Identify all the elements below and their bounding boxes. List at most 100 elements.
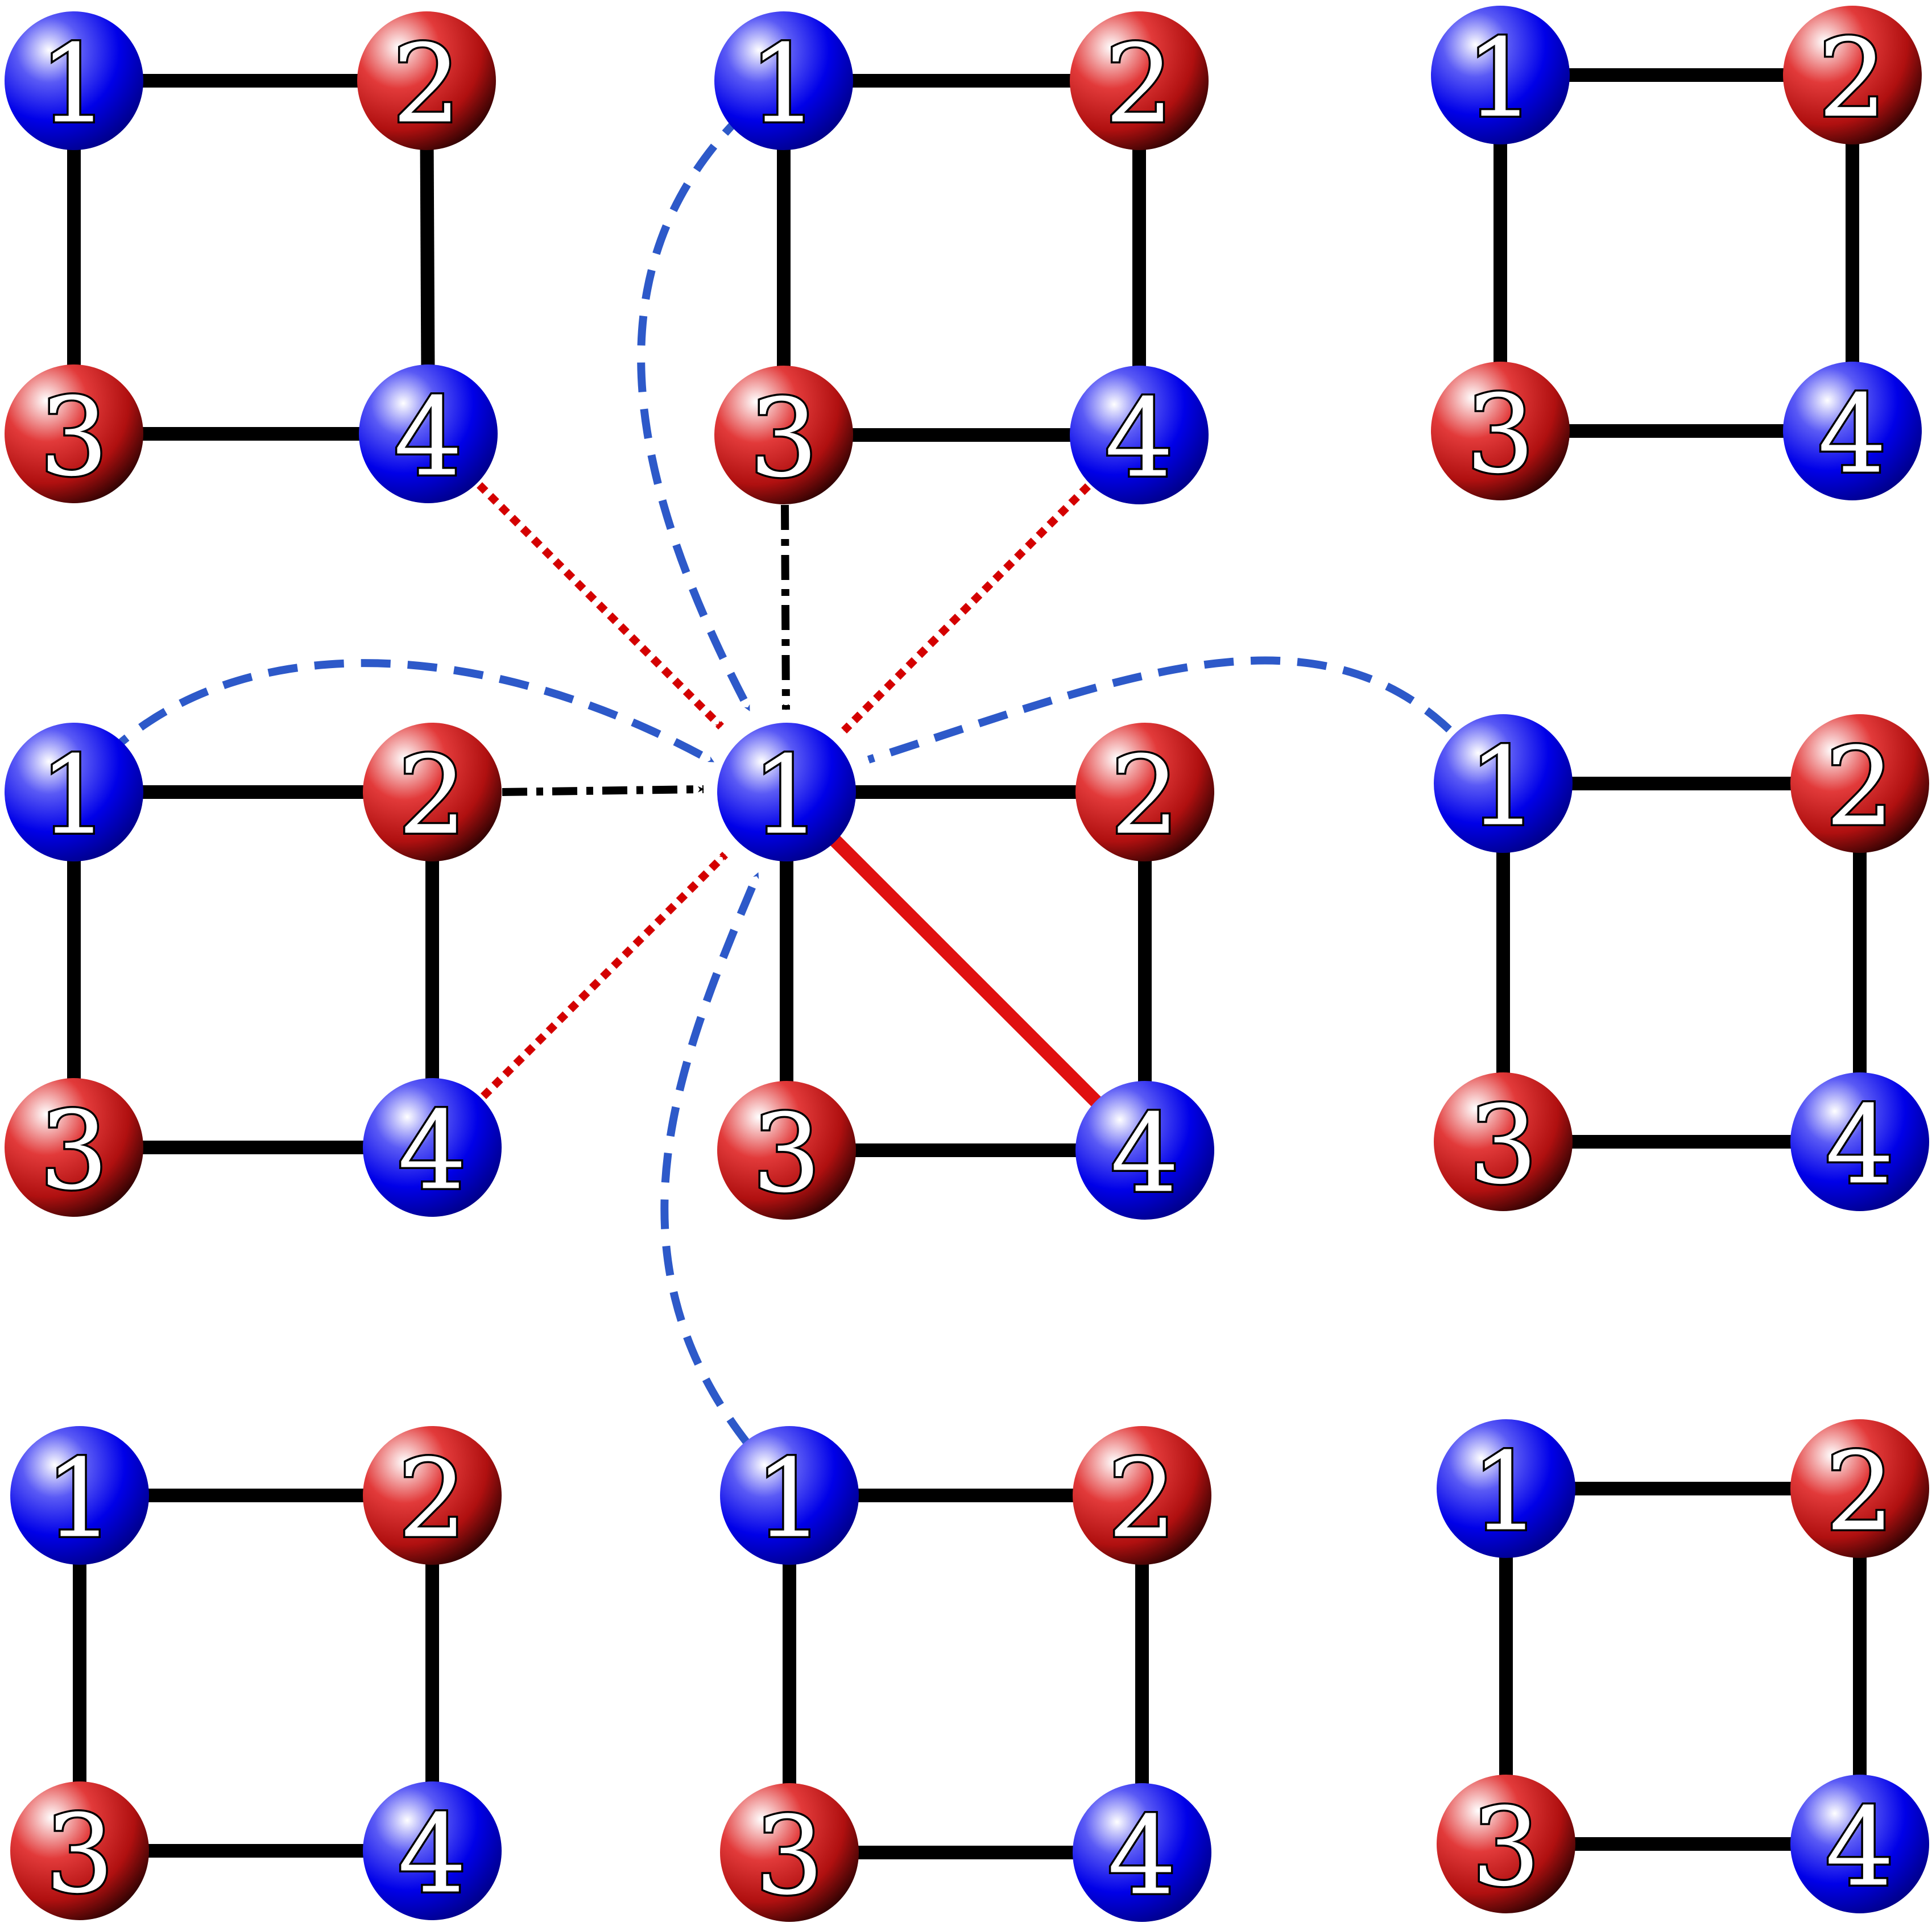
node-label: 2	[1111, 733, 1180, 859]
node-p00-2: 2	[357, 11, 496, 150]
node-sphere	[363, 1426, 502, 1565]
node-sphere	[1075, 723, 1214, 861]
highlight-link-p11-1-4	[781, 787, 1150, 1155]
node-label: 4	[398, 1088, 467, 1214]
node-label: 3	[45, 1792, 114, 1917]
node-label: 2	[1818, 16, 1887, 142]
node-label: 4	[394, 375, 463, 500]
node-sphere	[1790, 714, 1929, 853]
node-sphere	[5, 11, 143, 150]
node-p22-4: 4	[1790, 1775, 1929, 1913]
node-label: 4	[1826, 1083, 1894, 1208]
node-sphere	[1431, 6, 1570, 144]
node-p00-1: 1	[5, 11, 143, 150]
node-label: 3	[752, 1091, 821, 1217]
node-sphere	[1434, 714, 1573, 853]
node-p21-2: 2	[1073, 1426, 1211, 1565]
node-label: 2	[392, 22, 461, 147]
node-p20-1: 1	[10, 1426, 149, 1565]
coupling-arrow-p10-node4-to-p11-node1	[481, 852, 728, 1099]
intra-links-layer	[781, 787, 1150, 1155]
node-p10-4: 4	[363, 1078, 502, 1217]
node-sphere	[714, 11, 853, 150]
coupling-arrows-layer	[71, 77, 1452, 1446]
node-sphere	[5, 1078, 143, 1217]
node-p01-3: 3	[714, 366, 853, 504]
node-sphere	[1790, 1775, 1929, 1913]
node-p21-1: 1	[720, 1426, 859, 1565]
node-label: 4	[1826, 1785, 1894, 1911]
node-sphere	[720, 1426, 859, 1565]
nodes-layer: 1 2 3 4 1 2 3 4 1 2 3 4 1 2 3 4 1 2 3 4 1 2 3 4 1 2 3 4 1 2 3 4 1 2 3 4	[5, 6, 1929, 1922]
node-sphere	[1073, 1426, 1211, 1565]
node-label: 4	[1105, 376, 1174, 502]
node-p12-3: 3	[1434, 1072, 1573, 1211]
node-label: 1	[1472, 1429, 1541, 1555]
node-p20-4: 4	[363, 1781, 502, 1920]
node-label: 2	[1826, 724, 1894, 850]
node-sphere	[357, 11, 496, 150]
node-p02-2: 2	[1783, 6, 1922, 144]
node-p02-1: 1	[1431, 6, 1570, 144]
node-sphere	[1783, 362, 1922, 500]
node-sphere	[10, 1426, 149, 1565]
node-sphere	[10, 1781, 149, 1920]
node-p11-1: 1	[717, 723, 856, 861]
node-label: 1	[40, 22, 109, 147]
node-label: 4	[398, 1792, 467, 1917]
node-sphere	[1070, 366, 1209, 504]
node-sphere	[359, 364, 498, 503]
node-label: 3	[40, 375, 109, 500]
node-sphere	[5, 364, 143, 503]
node-p02-3: 3	[1431, 362, 1570, 500]
node-label: 2	[1105, 22, 1174, 147]
node-label: 3	[1469, 1083, 1538, 1208]
node-sphere	[714, 366, 853, 504]
node-label: 4	[1108, 1793, 1177, 1919]
node-label: 3	[1472, 1785, 1541, 1911]
node-p20-3: 3	[10, 1781, 149, 1920]
node-sphere	[1437, 1775, 1575, 1913]
coupling-arrow-p00-node4-to-p11-node1	[477, 482, 724, 730]
node-p01-1: 1	[714, 11, 853, 150]
node-p12-4: 4	[1790, 1072, 1929, 1211]
node-sphere	[5, 723, 143, 861]
node-label: 1	[1469, 724, 1538, 850]
node-label: 1	[45, 1436, 114, 1562]
node-p22-2: 2	[1790, 1419, 1929, 1558]
node-p11-4: 4	[1075, 1081, 1214, 1220]
node-label: 2	[398, 733, 467, 859]
node-sphere	[1070, 11, 1209, 150]
node-p21-3: 3	[720, 1783, 859, 1922]
node-sphere	[1783, 6, 1922, 144]
node-p22-3: 3	[1437, 1775, 1575, 1913]
coupling-arrow-p10-node2-to-p11-node1	[502, 785, 705, 796]
node-label: 2	[1826, 1429, 1894, 1555]
node-p11-2: 2	[1075, 723, 1214, 861]
node-sphere	[363, 1781, 502, 1920]
coupling-arrow-p01-node4-to-p11-node1	[841, 483, 1091, 733]
node-sphere	[1437, 1419, 1575, 1558]
node-label: 1	[752, 733, 821, 859]
node-p11-3: 3	[717, 1081, 856, 1220]
node-p00-4: 4	[359, 364, 498, 503]
node-label: 3	[40, 1088, 109, 1214]
node-sphere	[363, 1078, 502, 1217]
coupling-arrow-p01-node1-to-p11-node1	[637, 77, 783, 713]
node-sphere	[1073, 1783, 1211, 1922]
node-label: 4	[1111, 1091, 1180, 1217]
node-label: 3	[755, 1793, 824, 1919]
node-sphere	[363, 723, 502, 861]
node-sphere	[1431, 362, 1570, 500]
node-sphere	[1790, 1072, 1929, 1211]
node-label: 2	[1108, 1436, 1177, 1562]
node-label: 1	[1466, 16, 1535, 142]
coupling-arrow-p10-node1-to-p11-node1	[71, 659, 716, 795]
node-label: 3	[750, 376, 818, 502]
node-label: 2	[398, 1436, 467, 1562]
node-p01-2: 2	[1070, 11, 1209, 150]
node-p10-1: 1	[5, 723, 143, 861]
node-p10-2: 2	[363, 723, 502, 861]
node-p10-3: 3	[5, 1078, 143, 1217]
